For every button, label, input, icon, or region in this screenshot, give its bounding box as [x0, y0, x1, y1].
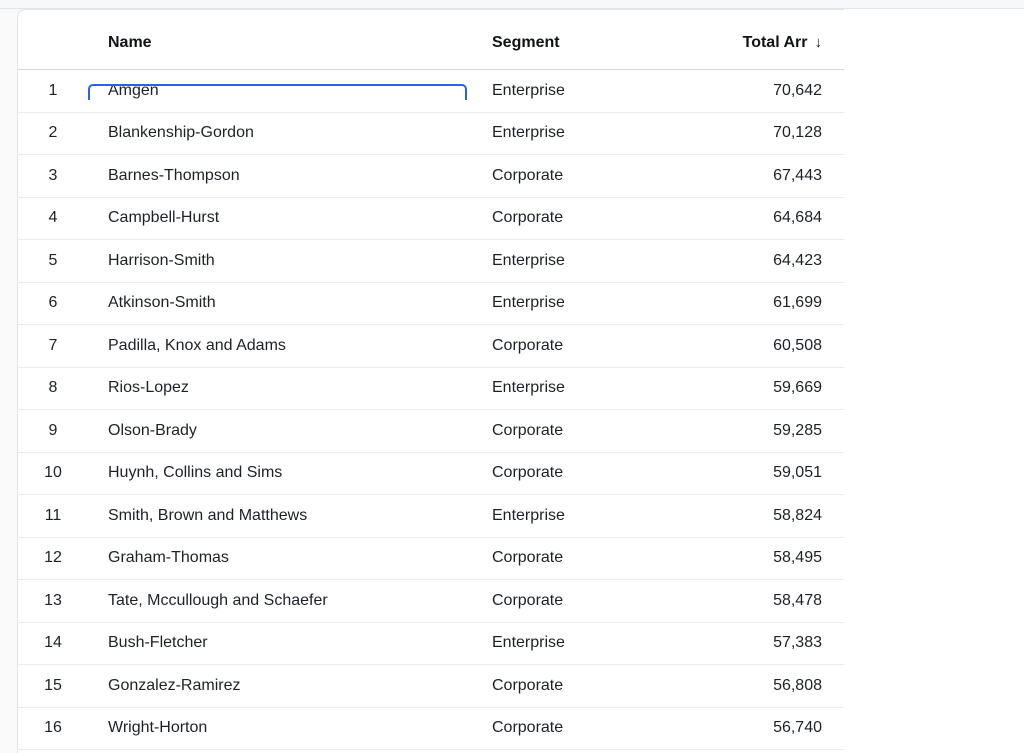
total-arr-cell[interactable]: 58,824: [773, 506, 822, 524]
name-cell[interactable]: Gonzalez-Ramirez: [108, 676, 241, 694]
name-cell[interactable]: Olson-Brady: [108, 421, 197, 439]
segment-cell[interactable]: Corporate: [492, 209, 564, 227]
name-cell[interactable]: Graham-Thomas: [108, 549, 229, 567]
total-arr-cell[interactable]: 64,684: [773, 209, 822, 227]
name-cell[interactable]: Barnes-Thompson: [108, 166, 240, 184]
row-number[interactable]: 8: [48, 379, 58, 397]
segment-cell[interactable]: Enterprise: [492, 251, 565, 269]
row-number[interactable]: 12: [44, 549, 62, 567]
segment-cell[interactable]: Corporate: [492, 676, 564, 694]
name-cell[interactable]: Wright-Horton: [108, 719, 208, 737]
row-number[interactable]: 14: [44, 634, 62, 652]
table-row: 11 Smith, Brown and Matthews Enterprise …: [18, 495, 844, 538]
segment-cell[interactable]: Enterprise: [492, 81, 565, 99]
table-row: 15 Gonzalez-Ramirez Corporate 56,808: [18, 665, 844, 708]
name-cell[interactable]: Amgen: [88, 82, 468, 100]
table-row: 3 Barnes-Thompson Corporate 67,443: [18, 155, 844, 198]
segment-cell[interactable]: Corporate: [492, 719, 564, 737]
row-number[interactable]: 3: [48, 166, 58, 184]
total-arr-cell[interactable]: 59,285: [773, 421, 822, 439]
left-gutter: [0, 9, 17, 753]
segment-cell[interactable]: Enterprise: [492, 634, 565, 652]
segment-cell[interactable]: Enterprise: [492, 506, 565, 524]
total-arr-cell[interactable]: 70,128: [773, 124, 822, 142]
name-cell[interactable]: Blankenship-Gordon: [108, 124, 254, 142]
row-number[interactable]: 7: [48, 336, 58, 354]
total-arr-cell[interactable]: 57,383: [773, 634, 822, 652]
name-cell[interactable]: Huynh, Collins and Sims: [108, 464, 283, 482]
table-body: 1 Amgen Enterprise 70,642 2 Blankenship-…: [18, 70, 844, 750]
row-number[interactable]: 2: [48, 124, 58, 142]
segment-cell[interactable]: Corporate: [492, 549, 564, 567]
total-arr-cell[interactable]: 58,495: [773, 549, 822, 567]
row-number[interactable]: 10: [44, 464, 62, 482]
total-arr-cell[interactable]: 70,642: [773, 81, 822, 99]
total-arr-cell[interactable]: 58,478: [773, 591, 822, 609]
table-header-row: Name Segment Total Arr ↓: [18, 10, 844, 70]
row-number[interactable]: 1: [48, 81, 58, 99]
sort-descending-icon: ↓: [814, 33, 823, 51]
segment-cell[interactable]: Enterprise: [492, 294, 565, 312]
segment-cell[interactable]: Corporate: [492, 464, 564, 482]
table-row: 1 Amgen Enterprise 70,642: [18, 70, 844, 113]
selected-cell-ring: [88, 83, 467, 100]
total-arr-cell[interactable]: 61,699: [773, 294, 822, 312]
segment-cell[interactable]: Corporate: [492, 421, 564, 439]
column-header-total-arr[interactable]: Total Arr ↓: [658, 34, 844, 52]
name-cell[interactable]: Padilla, Knox and Adams: [108, 336, 286, 354]
row-number[interactable]: 13: [44, 591, 62, 609]
toolbar-bottom-edge: [0, 0, 1024, 9]
table-row: 7 Padilla, Knox and Adams Corporate 60,5…: [18, 325, 844, 368]
table-row: 4 Campbell-Hurst Corporate 64,684: [18, 197, 844, 240]
segment-cell[interactable]: Corporate: [492, 336, 564, 354]
table-row: 14 Bush-Fletcher Enterprise 57,383: [18, 622, 844, 665]
column-header-segment[interactable]: Segment: [492, 33, 560, 51]
table-row: 16 Wright-Horton Corporate 56,740: [18, 707, 844, 750]
name-cell[interactable]: Smith, Brown and Matthews: [108, 506, 308, 524]
table-row: 12 Graham-Thomas Corporate 58,495: [18, 537, 844, 580]
row-number[interactable]: 15: [44, 676, 62, 694]
name-cell[interactable]: Campbell-Hurst: [108, 209, 220, 227]
name-cell[interactable]: Tate, Mccullough and Schaefer: [108, 591, 328, 609]
name-cell[interactable]: Atkinson-Smith: [108, 294, 216, 312]
row-number[interactable]: 4: [48, 209, 58, 227]
total-arr-cell[interactable]: 64,423: [773, 251, 822, 269]
segment-cell[interactable]: Enterprise: [492, 124, 565, 142]
total-arr-cell[interactable]: 56,808: [773, 676, 822, 694]
row-number[interactable]: 9: [48, 421, 58, 439]
column-header-name[interactable]: Name: [108, 33, 152, 51]
total-arr-cell[interactable]: 59,669: [773, 379, 822, 397]
row-number[interactable]: 16: [44, 719, 62, 737]
segment-cell[interactable]: Corporate: [492, 166, 564, 184]
segment-cell[interactable]: Enterprise: [492, 379, 565, 397]
total-arr-cell[interactable]: 56,740: [773, 719, 822, 737]
column-header-total-arr-label: Total Arr: [742, 33, 808, 51]
table-row: 6 Atkinson-Smith Enterprise 61,699: [18, 282, 844, 325]
total-arr-cell[interactable]: 60,508: [773, 336, 822, 354]
segment-cell[interactable]: Corporate: [492, 591, 564, 609]
total-arr-cell[interactable]: 67,443: [773, 166, 822, 184]
total-arr-cell[interactable]: 59,051: [773, 464, 822, 482]
row-number[interactable]: 5: [48, 251, 58, 269]
table-row: 9 Olson-Brady Corporate 59,285: [18, 410, 844, 453]
row-number[interactable]: 6: [48, 294, 58, 312]
table-row: 10 Huynh, Collins and Sims Corporate 59,…: [18, 452, 844, 495]
name-cell[interactable]: Bush-Fletcher: [108, 634, 208, 652]
table-row: 13 Tate, Mccullough and Schaefer Corpora…: [18, 580, 844, 623]
table-row: 5 Harrison-Smith Enterprise 64,423: [18, 240, 844, 283]
table-row: 8 Rios-Lopez Enterprise 59,669: [18, 367, 844, 410]
name-cell[interactable]: Harrison-Smith: [108, 251, 215, 269]
table-row: 2 Blankenship-Gordon Enterprise 70,128: [18, 112, 844, 155]
records-table: Name Segment Total Arr ↓ 1 Amgen Enterpri…: [17, 9, 844, 753]
name-cell[interactable]: Rios-Lopez: [108, 379, 189, 397]
row-number[interactable]: 11: [44, 506, 62, 524]
